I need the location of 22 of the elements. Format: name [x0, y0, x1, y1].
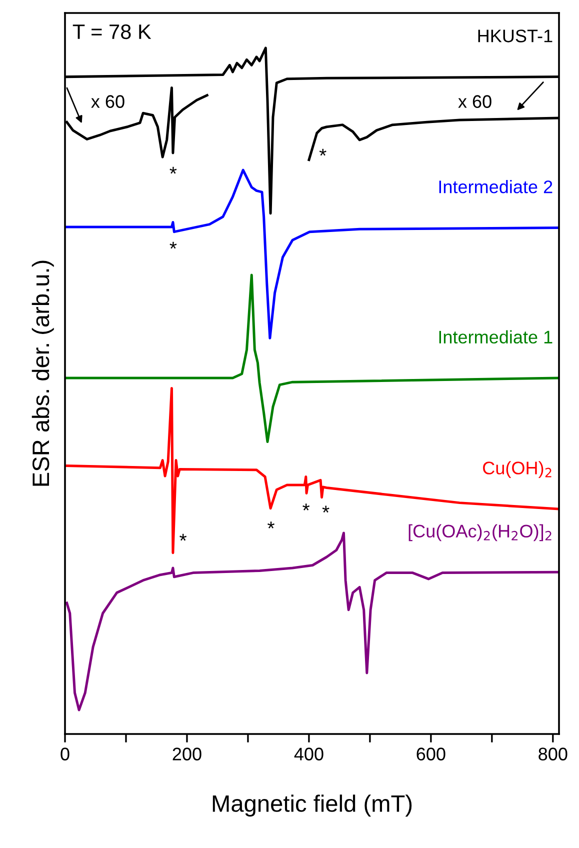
series-label: Cu(OH)$_{2}$	[483, 461, 552, 478]
x-tick-label: 600	[416, 748, 446, 760]
x-tick-label: 0	[60, 748, 70, 760]
series-label: [Cu(OAc)$_{2}$(H$_{2}$O)]$_{2}$	[408, 524, 552, 542]
series-label: Intermediate 1	[439, 330, 552, 344]
x-tick-label: 400	[294, 748, 324, 760]
annotation: x 60	[458, 95, 492, 108]
x-axis-title: Magnetic field (mT)	[212, 794, 412, 817]
x-tick-label: 800	[538, 748, 568, 760]
annotation: *	[319, 148, 326, 156]
annotation: *	[322, 506, 330, 513]
annotation: *	[302, 504, 310, 510]
text: T = 78 K	[72, 24, 152, 40]
annotation: *	[170, 242, 177, 249]
series-label: Intermediate 2	[439, 180, 552, 194]
annotation: *	[268, 522, 274, 528]
series-label: HKUST-1	[478, 30, 552, 42]
annotation: *	[180, 534, 187, 541]
x-tick-label: 200	[172, 748, 202, 760]
annotation: *	[170, 166, 177, 174]
y-axis-title: ESR abs. der. (arb.u.)	[32, 260, 54, 486]
annotation: x 60	[91, 95, 124, 108]
